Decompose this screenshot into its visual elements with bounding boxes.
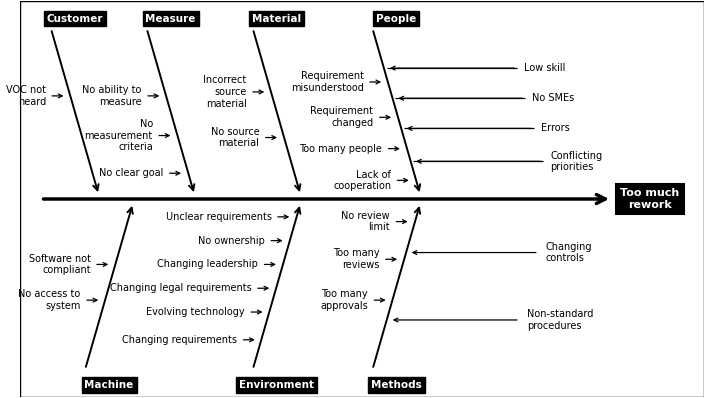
Text: Too many
approvals: Too many approvals — [320, 289, 368, 311]
Text: No ability to
measure: No ability to measure — [82, 85, 142, 107]
Text: Too much
rework: Too much rework — [620, 188, 679, 210]
Text: Environment: Environment — [239, 380, 314, 390]
Text: Too many people: Too many people — [300, 144, 382, 154]
Text: Software not
compliant: Software not compliant — [29, 254, 91, 275]
Text: Measure: Measure — [145, 14, 196, 23]
Text: Requirement
changed: Requirement changed — [310, 107, 374, 128]
Text: Methods: Methods — [371, 380, 422, 390]
Text: Incorrect
source
material: Incorrect source material — [203, 75, 247, 109]
Text: Changing legal requirements: Changing legal requirements — [110, 283, 252, 293]
Text: Changing leadership: Changing leadership — [157, 259, 258, 269]
Text: Conflicting
priorities: Conflicting priorities — [550, 150, 602, 172]
Text: Evolving technology: Evolving technology — [147, 307, 245, 317]
Text: Changing requirements: Changing requirements — [122, 335, 237, 345]
Text: No ownership: No ownership — [198, 236, 265, 246]
Text: People: People — [376, 14, 417, 23]
Text: VOC not
heard: VOC not heard — [6, 85, 46, 107]
Text: Non-standard
procedures: Non-standard procedures — [527, 309, 593, 331]
Text: Too many
reviews: Too many reviews — [333, 248, 379, 270]
Text: No
measurement
criteria: No measurement criteria — [85, 119, 153, 152]
Text: Low skill: Low skill — [524, 63, 565, 73]
Text: Machine: Machine — [85, 380, 134, 390]
Text: Changing
controls: Changing controls — [546, 242, 592, 263]
Text: No clear goal: No clear goal — [99, 168, 164, 178]
Text: Customer: Customer — [47, 14, 103, 23]
Text: No SMEs: No SMEs — [532, 93, 575, 103]
Text: Requirement
misunderstood: Requirement misunderstood — [290, 71, 364, 93]
Text: No access to
system: No access to system — [18, 289, 80, 311]
Text: Lack of
cooperation: Lack of cooperation — [333, 170, 391, 191]
Text: Errors: Errors — [541, 123, 570, 133]
Text: Unclear requirements: Unclear requirements — [166, 212, 271, 222]
Text: Material: Material — [252, 14, 301, 23]
Text: No source
material: No source material — [211, 127, 259, 148]
Text: No review
limit: No review limit — [341, 211, 390, 232]
